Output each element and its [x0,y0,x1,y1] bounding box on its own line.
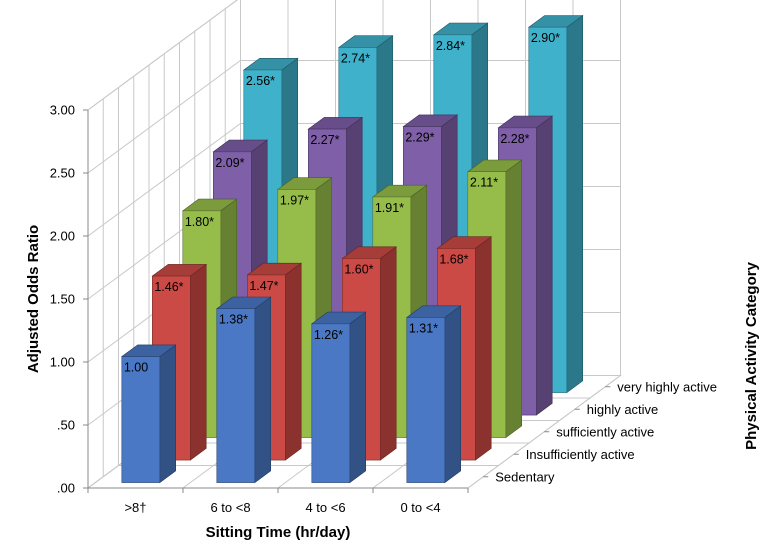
data-label: 2.28* [500,132,529,146]
data-label: 1.47* [249,279,278,293]
x-tick-label: 4 to <6 [305,500,345,515]
chart-text: .00 .50 1.00 1.50 2.00 2.50 3.00 >8† 6 to <8 4 to… [25,31,760,541]
x-axis-title: Sitting Time (hr/day) [206,524,351,541]
bar-side [535,115,553,416]
bar [405,305,462,484]
y-tick-label: 2.50 [50,166,75,181]
series-label: highly active [587,402,659,417]
y-tick-label: .00 [57,481,75,496]
x-tick-label: >8† [124,500,146,515]
bar-side [379,246,397,461]
data-label: 1.00 [124,361,148,375]
y-tick-label: 1.00 [50,355,75,370]
bar-side [159,344,176,484]
bar [120,344,177,484]
data-label: 1.97* [280,193,309,207]
series-label: sufficiently active [556,424,654,439]
bar-side [284,262,302,461]
data-label: 2.29* [405,131,434,145]
data-label: 2.11* [470,176,498,190]
bar-side [349,311,367,484]
bar-side [254,296,272,484]
data-label: 1.68* [439,252,468,266]
data-label: 2.74* [341,51,370,65]
data-label: 2.90* [531,31,560,45]
bar-front [121,356,161,483]
bar-side [190,263,207,461]
data-label: 1.46* [154,280,183,294]
data-label: 1.38* [219,313,248,327]
y-tick-label: 1.50 [50,292,75,307]
series-label: Insufficiently active [526,447,635,462]
bar-side [444,305,462,484]
series-label: Sedentary [495,469,555,484]
gridline-horizontal [87,0,238,111]
data-label: 2.56* [246,74,275,88]
y-axis-title: Adjusted Odds Ratio [25,225,42,373]
data-label: 1.26* [314,328,343,342]
data-label: 1.80* [185,215,214,229]
chart-bars [120,14,584,484]
x-tick-label: 0 to <4 [400,500,440,515]
data-label: 2.09* [215,156,244,170]
x-tick-label: 6 to <8 [210,500,250,515]
series-label: very highly active [617,379,717,394]
bar-front [216,308,256,483]
z-axis-title: Physical Activity Category [743,261,760,450]
data-label: 1.91* [375,201,404,215]
bar [215,296,272,484]
y-tick-label: 2.00 [50,229,75,244]
data-label: 1.60* [344,263,373,277]
bar-front [406,317,446,483]
data-label: 2.27* [310,133,339,147]
bar-side [505,159,523,439]
y-tick-label: 3.00 [50,103,75,118]
bar [310,311,367,484]
data-label: 1.31* [409,322,438,336]
data-label: 2.84* [436,39,465,53]
bar-side [566,14,584,394]
y-tick-label: .50 [57,418,75,433]
bar-front [311,323,351,483]
bar-side [474,236,492,461]
